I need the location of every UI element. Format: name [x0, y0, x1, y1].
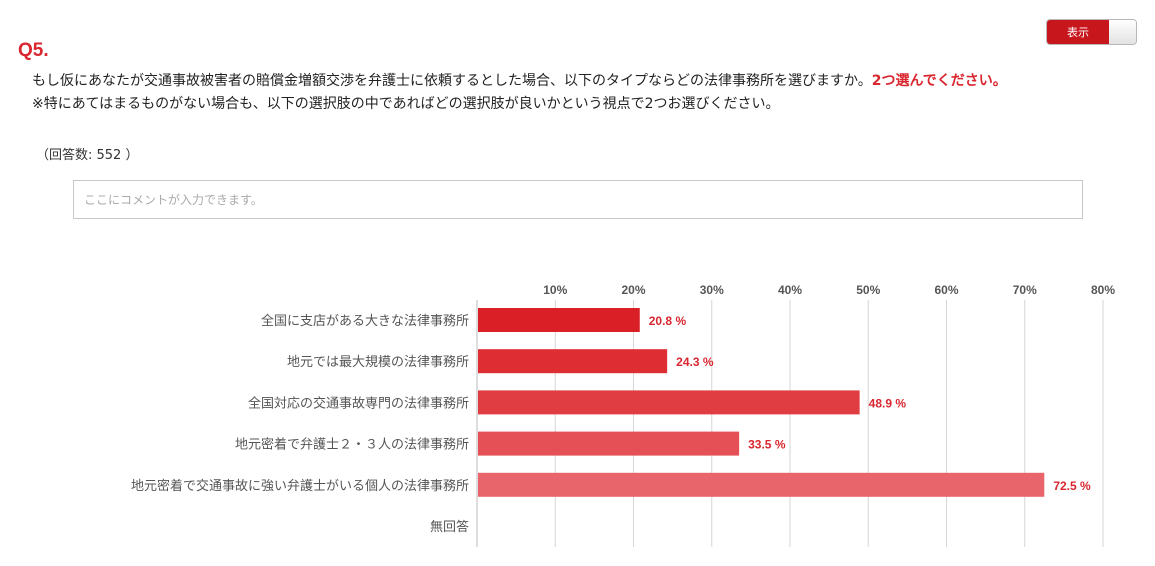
category-label: 無回答 — [430, 519, 469, 535]
data-label: 33.5 % — [748, 438, 786, 452]
x-tick-label: 50% — [856, 283, 880, 297]
data-label: 48.9 % — [869, 396, 907, 410]
data-label: 72.5 % — [1053, 479, 1091, 493]
x-tick-label: 70% — [1013, 283, 1037, 297]
x-tick-label: 60% — [934, 283, 958, 297]
question-number: Q5. — [18, 40, 49, 61]
x-tick-label: 20% — [621, 283, 645, 297]
question-text: もし仮にあなたが交通事故被害者の賠償金増額交渉を弁護士に依頼するとした場合、以下… — [32, 73, 872, 89]
toggle-knob[interactable] — [1109, 20, 1136, 44]
bar — [478, 390, 860, 415]
display-toggle[interactable]: 表示 — [1046, 19, 1137, 45]
question-text-block: もし仮にあなたが交通事故被害者の賠償金増額交渉を弁護士に依頼するとした場合、以下… — [32, 70, 1022, 116]
x-tick-label: 80% — [1091, 283, 1115, 297]
x-tick-label: 40% — [778, 283, 802, 297]
data-label: 20.8 % — [649, 314, 687, 328]
display-toggle-label: 表示 — [1047, 20, 1109, 44]
bar — [478, 349, 668, 374]
category-label: 地元では最大規模の法律事務所 — [287, 355, 469, 370]
response-count: （回答数: 552 ） — [36, 148, 139, 163]
bar — [478, 431, 740, 456]
bar-chart: 10% 20% 30% 40% 50% 60% 70% 80% 全国に支店がある大きな法律事務所… — [131, 283, 1115, 547]
x-tick-label: 30% — [700, 283, 724, 297]
question-note: ※特にあてはまるものがない場合も、以下の選択肢の中であればどの選択肢が良いかとい… — [32, 96, 780, 112]
data-label: 24.3 % — [676, 355, 714, 369]
category-label: 地元密着で弁護士２・３人の法律事務所 — [235, 437, 469, 453]
bar — [478, 308, 640, 332]
bar — [478, 472, 1045, 497]
question-emphasis: 2つ選んでください。 — [871, 73, 1007, 89]
category-label: 全国対応の交通事故専門の法律事務所 — [248, 395, 469, 411]
category-label: 地元密着で交通事故に強い弁護士がいる個人の法律事務所 — [131, 478, 469, 494]
category-label: 全国に支店がある大きな法律事務所 — [261, 313, 469, 329]
x-tick-label: 10% — [543, 283, 567, 297]
comment-input[interactable] — [73, 180, 1083, 219]
